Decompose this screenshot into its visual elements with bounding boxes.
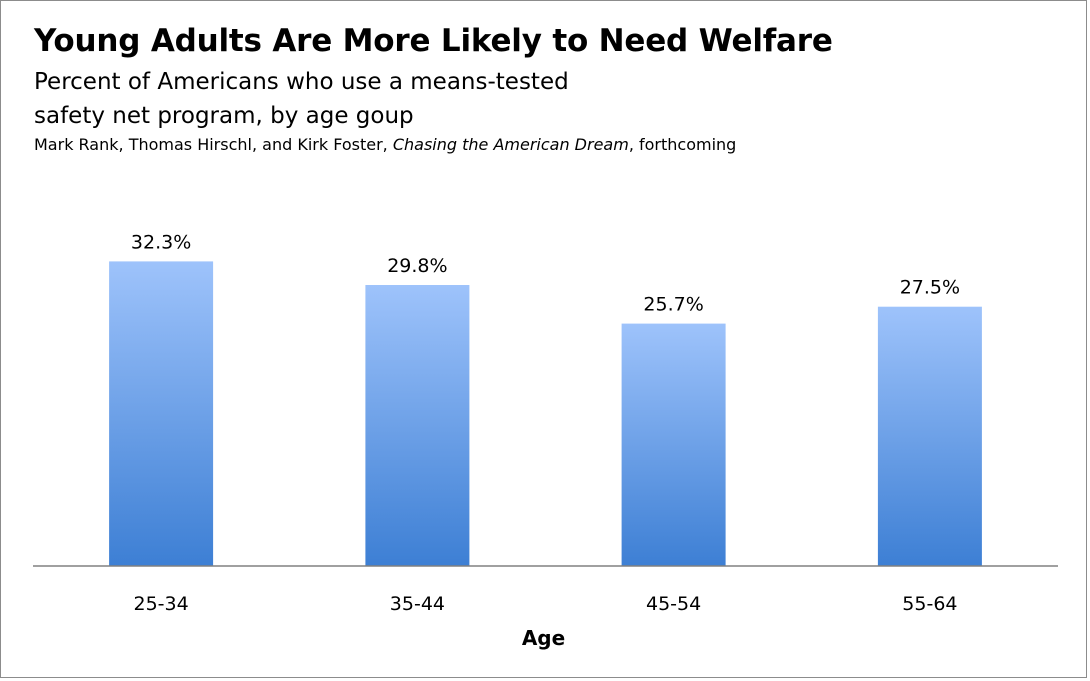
data-label: 32.3% bbox=[131, 231, 191, 253]
bars-layer bbox=[109, 261, 982, 566]
bar-45-54 bbox=[621, 323, 726, 566]
data-label: 29.8% bbox=[387, 255, 447, 277]
x-tick-label: 25-34 bbox=[133, 593, 188, 615]
source-authors: Mark Rank, Thomas Hirschl, and Kirk Fost… bbox=[34, 135, 393, 154]
x-tick-label: 45-54 bbox=[646, 593, 701, 615]
data-label: 27.5% bbox=[900, 277, 960, 299]
bar-35-44 bbox=[365, 285, 470, 566]
data-label: 25.7% bbox=[643, 294, 703, 316]
x-axis-title: Age bbox=[521, 626, 566, 650]
subtitle-line-2: safety net program, by age goup bbox=[34, 103, 414, 129]
labels-layer: 32.3% 25-34 29.8% 35-44 25.7% 45-54 27.5% 55-64 bbox=[131, 231, 960, 615]
source-suffix: , forthcoming bbox=[628, 135, 737, 154]
source-note: Mark Rank, Thomas Hirschl, and Kirk Fost… bbox=[34, 135, 736, 154]
x-tick-label: 55-64 bbox=[902, 593, 957, 615]
subtitle-line-1: Percent of Americans who use a means-tes… bbox=[34, 69, 569, 95]
source-book: Chasing the American Dream bbox=[392, 135, 629, 154]
bar-25-34 bbox=[109, 261, 214, 566]
x-tick-label: 35-44 bbox=[390, 593, 445, 615]
chart-subtitle: Percent of Americans who use a means-tes… bbox=[34, 65, 654, 133]
chart-title: Young Adults Are More Likely to Need Wel… bbox=[34, 23, 833, 59]
bar-55-64 bbox=[877, 306, 982, 566]
